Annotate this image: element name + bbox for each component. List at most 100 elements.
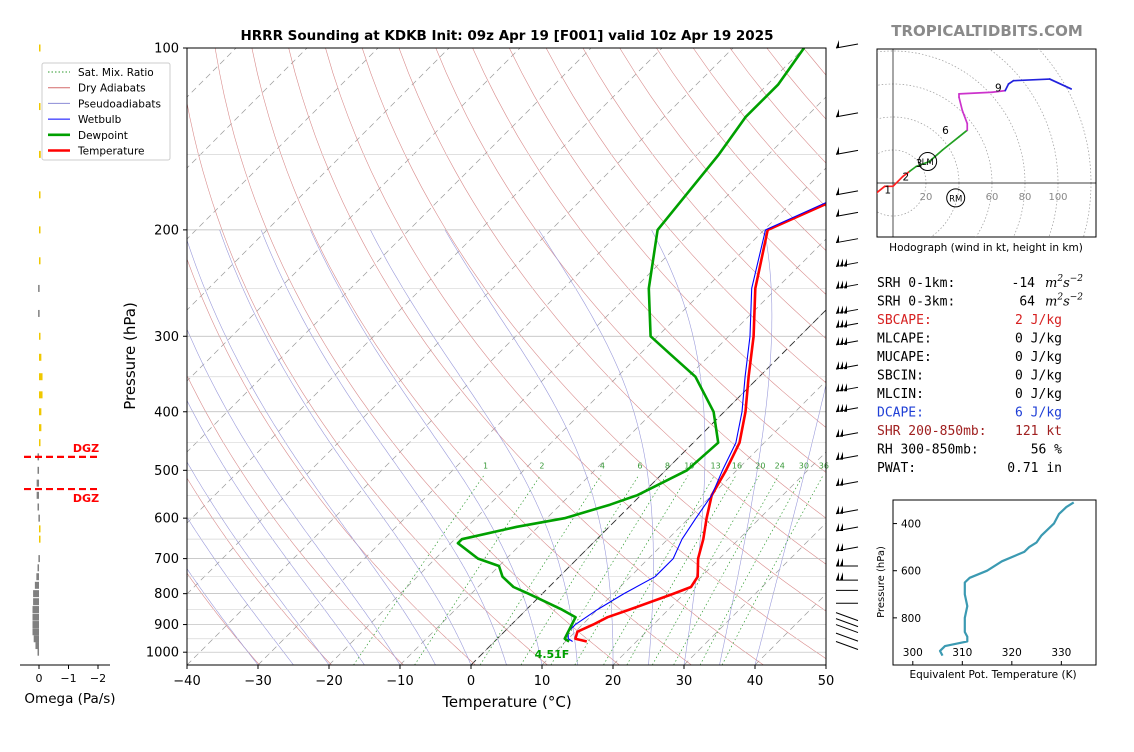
theta-e-y-tick-label: 400 — [901, 519, 921, 531]
omega-bar — [36, 573, 39, 580]
theta-e-x-tick-label: 300 — [903, 647, 923, 659]
theta-e-x-tick-label: 330 — [1051, 647, 1071, 659]
omega-bar — [37, 480, 39, 487]
theta-e-y-label: Pressure (hPa) — [876, 546, 887, 618]
mixing-ratio-label: 36 — [819, 461, 829, 470]
hodograph-height-label: 2 — [903, 171, 910, 183]
dgz-label: DGZ — [73, 492, 99, 505]
legend: Sat. Mix. Ratio Dry Adiabats Pseudoadiabat… — [42, 63, 170, 160]
x-tick-label: −30 — [244, 674, 271, 689]
y-tick-label: 1000 — [146, 646, 179, 661]
storm-motion-label: LM — [922, 158, 934, 168]
x-tick-label: −10 — [386, 674, 413, 689]
index-value: 0 J/kg — [1015, 387, 1062, 402]
omega-bar — [33, 614, 39, 621]
omega-bar — [33, 628, 39, 635]
omega-tick-label: 0 — [36, 672, 43, 685]
omega-bar — [34, 635, 39, 642]
omega-bar — [39, 424, 41, 431]
omega-bar — [33, 590, 39, 597]
hodograph-ring-label: 20 — [920, 192, 933, 203]
index-value: 6 J/kg — [1015, 406, 1062, 421]
omega-tick-label: −1 — [60, 672, 76, 685]
index-value: 56 % — [1031, 443, 1062, 458]
index-label: RH 300-850mb: — [877, 443, 979, 458]
legend-label: Temperature — [77, 146, 145, 158]
y-tick-label: 400 — [154, 405, 179, 420]
omega-bar — [38, 555, 40, 562]
omega-bar — [38, 515, 40, 522]
theta-e-x-tick-label: 310 — [952, 647, 972, 659]
index-label: MUCAPE: — [877, 350, 932, 365]
dgz-label: DGZ — [73, 442, 99, 455]
omega-x-label: Omega (Pa/s) — [24, 691, 115, 707]
mixing-ratio-label: 8 — [665, 461, 670, 470]
omega-bar — [39, 103, 41, 110]
omega-bar — [39, 536, 41, 543]
index-label: MLCAPE: — [877, 332, 932, 347]
omega-bar — [33, 606, 39, 613]
hodograph-ring-label: 80 — [1019, 192, 1032, 203]
omega-bar — [39, 525, 41, 532]
omega-bar — [38, 310, 40, 317]
y-tick-label: 200 — [154, 223, 179, 238]
index-label: DCAPE: — [877, 406, 924, 421]
hodograph-height-label: 9 — [995, 82, 1002, 94]
index-row: SHR 200-850mb:121 kt — [877, 424, 1062, 439]
hodograph-height-label: 6 — [942, 125, 949, 137]
legend-label: Wetbulb — [78, 114, 122, 126]
omega-bar — [39, 191, 41, 198]
omega-tick-label: −2 — [90, 672, 106, 685]
omega-bar — [38, 503, 40, 510]
omega-bar — [38, 285, 40, 292]
storm-motion-label: RM — [949, 194, 962, 204]
legend-label: Sat. Mix. Ratio — [78, 67, 154, 79]
index-label: SRH 0-1km: — [877, 276, 955, 291]
y-tick-label: 500 — [154, 464, 179, 479]
omega-bar — [33, 621, 39, 628]
theta-e-y-tick-label: 800 — [901, 613, 921, 625]
omega-bar — [38, 467, 40, 474]
omega-bar — [35, 642, 39, 649]
figure-title: HRRR Sounding at KDKB Init: 09z Apr 19 [… — [240, 28, 773, 44]
y-tick-label: 300 — [154, 330, 179, 345]
omega-bar — [39, 439, 41, 446]
omega-bar — [39, 226, 41, 233]
omega-bar — [39, 408, 41, 415]
x-tick-label: 30 — [676, 674, 693, 689]
omega-bar — [39, 391, 43, 398]
mixing-ratio-label: 20 — [755, 461, 765, 470]
omega-bar — [37, 492, 39, 499]
legend-label: Pseudoadiabats — [78, 98, 161, 110]
legend-label: Dewpoint — [78, 130, 128, 142]
index-label: SRH 0-3km: — [877, 295, 955, 310]
theta-e-x-label: Equivalent Pot. Temperature (K) — [909, 669, 1076, 681]
mixing-ratio-label: 4 — [600, 461, 605, 470]
hodograph-height-label: 1 — [884, 185, 891, 197]
mixing-ratio-label: 16 — [732, 461, 742, 470]
index-label: PWAT: — [877, 461, 916, 476]
y-tick-label: 100 — [154, 42, 179, 57]
hodograph-ring-label: 100 — [1048, 192, 1067, 203]
skewt-y-label: Pressure (hPa) — [121, 302, 139, 410]
omega-bar — [39, 333, 41, 340]
surface-label: 4.51F — [535, 648, 570, 661]
hodograph-label: Hodograph (wind in kt, height in km) — [889, 242, 1083, 254]
omega-bar — [39, 45, 41, 52]
mixing-ratio-label: 30 — [799, 461, 809, 470]
x-tick-label: 10 — [534, 674, 551, 689]
y-tick-label: 800 — [154, 587, 179, 602]
theta-e-y-tick-label: 600 — [901, 566, 921, 578]
skewt-x-label: Temperature (°C) — [441, 693, 571, 711]
y-tick-label: 900 — [154, 618, 179, 633]
x-tick-label: 20 — [605, 674, 622, 689]
index-value: 0 J/kg — [1015, 350, 1062, 365]
omega-bar — [35, 582, 39, 589]
index-label: SBCAPE: — [877, 313, 932, 328]
index-row: RH 300-850mb: 56 % — [877, 443, 1062, 458]
index-value: 0 J/kg — [1015, 332, 1062, 347]
index-value: 121 kt — [1015, 424, 1062, 439]
legend-label: Dry Adiabats — [78, 83, 146, 95]
omega-bar — [39, 373, 43, 380]
